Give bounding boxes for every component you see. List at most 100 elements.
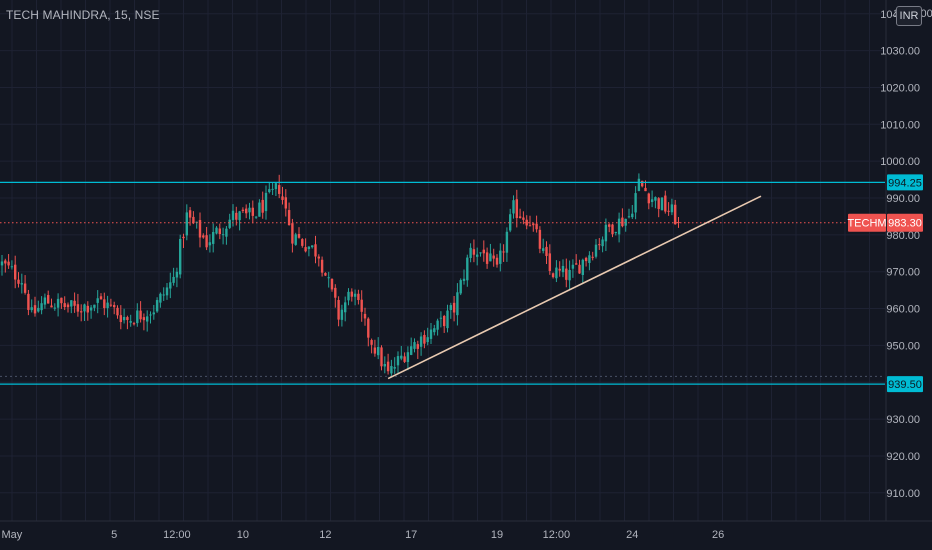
candle[interactable] — [614, 231, 617, 233]
candle[interactable] — [251, 207, 254, 216]
candle[interactable] — [644, 187, 647, 192]
candle[interactable] — [647, 193, 650, 204]
candle[interactable] — [363, 313, 367, 319]
candle[interactable] — [413, 342, 416, 349]
candle[interactable] — [271, 188, 274, 190]
candle[interactable] — [650, 199, 654, 202]
candle[interactable] — [264, 192, 268, 212]
candle[interactable] — [50, 305, 53, 308]
candle[interactable] — [202, 235, 205, 238]
candle[interactable] — [386, 361, 390, 372]
trendline[interactable] — [387, 195, 762, 380]
candle[interactable] — [215, 227, 218, 234]
candle[interactable] — [347, 291, 350, 301]
candle[interactable] — [419, 336, 423, 347]
candle[interactable] — [456, 292, 459, 316]
candle[interactable] — [116, 307, 119, 316]
candle[interactable] — [30, 307, 33, 311]
candle[interactable] — [528, 225, 532, 227]
candle[interactable] — [637, 178, 641, 191]
candle[interactable] — [53, 307, 56, 309]
candle[interactable] — [360, 299, 363, 312]
candle[interactable] — [499, 250, 502, 264]
candle[interactable] — [327, 277, 330, 279]
candle[interactable] — [17, 279, 20, 284]
candle[interactable] — [83, 304, 86, 312]
candle[interactable] — [340, 309, 344, 320]
candle[interactable] — [548, 253, 551, 271]
candle[interactable] — [476, 254, 479, 257]
candle[interactable] — [330, 278, 334, 290]
candle[interactable] — [294, 234, 297, 245]
candle[interactable] — [621, 217, 624, 227]
candle[interactable] — [4, 260, 7, 264]
candle[interactable] — [416, 344, 419, 349]
candle[interactable] — [119, 315, 122, 323]
candle[interactable] — [89, 307, 93, 311]
candle[interactable] — [43, 297, 47, 305]
candle[interactable] — [14, 264, 17, 280]
candle[interactable] — [20, 283, 23, 285]
candle[interactable] — [489, 253, 492, 262]
candle[interactable] — [677, 222, 680, 224]
candle[interactable] — [555, 267, 558, 279]
candle[interactable] — [542, 248, 545, 251]
candle[interactable] — [512, 200, 515, 214]
candle[interactable] — [274, 183, 278, 190]
candle[interactable] — [634, 193, 637, 213]
candle[interactable] — [212, 232, 215, 244]
candle[interactable] — [433, 328, 436, 333]
candle[interactable] — [142, 317, 146, 321]
candle[interactable] — [426, 337, 429, 343]
candle[interactable] — [568, 269, 571, 281]
candle[interactable] — [307, 246, 311, 250]
candle[interactable] — [611, 224, 614, 235]
candle[interactable] — [245, 208, 248, 214]
candle[interactable] — [172, 276, 175, 283]
candle[interactable] — [139, 310, 142, 320]
candle[interactable] — [179, 238, 182, 275]
candle[interactable] — [403, 356, 406, 362]
candle[interactable] — [601, 239, 604, 247]
candle[interactable] — [446, 310, 449, 329]
candle[interactable] — [155, 300, 159, 312]
candle[interactable] — [532, 223, 535, 226]
candle[interactable] — [377, 347, 380, 356]
candle[interactable] — [86, 305, 89, 313]
candle[interactable] — [122, 316, 126, 321]
candle[interactable] — [485, 252, 489, 264]
candle[interactable] — [165, 287, 169, 296]
candle[interactable] — [278, 185, 281, 194]
candle[interactable] — [198, 219, 202, 238]
candle[interactable] — [231, 210, 235, 221]
candle[interactable] — [175, 271, 179, 278]
candle[interactable] — [169, 282, 172, 289]
candle[interactable] — [60, 297, 63, 304]
candle[interactable] — [594, 244, 598, 257]
candle[interactable] — [297, 233, 301, 238]
candle[interactable] — [522, 217, 525, 220]
candle[interactable] — [301, 239, 304, 246]
candle[interactable] — [0, 261, 4, 266]
candle[interactable] — [40, 303, 43, 311]
candle[interactable] — [258, 202, 261, 217]
candle[interactable] — [324, 273, 327, 276]
candle[interactable] — [23, 283, 27, 293]
candle[interactable] — [241, 209, 245, 211]
candle[interactable] — [525, 219, 528, 226]
candle[interactable] — [291, 223, 294, 244]
candle[interactable] — [598, 244, 601, 246]
candle[interactable] — [314, 244, 317, 257]
candle[interactable] — [631, 213, 634, 218]
candle[interactable] — [627, 216, 631, 218]
candle[interactable] — [182, 236, 185, 239]
candle[interactable] — [109, 304, 113, 306]
candle[interactable] — [311, 245, 314, 248]
candle[interactable] — [73, 300, 76, 306]
candle[interactable] — [152, 312, 155, 315]
candle[interactable] — [317, 256, 320, 259]
candle[interactable] — [617, 218, 621, 235]
candle[interactable] — [664, 195, 667, 212]
candle[interactable] — [320, 259, 324, 273]
candle[interactable] — [423, 334, 426, 344]
